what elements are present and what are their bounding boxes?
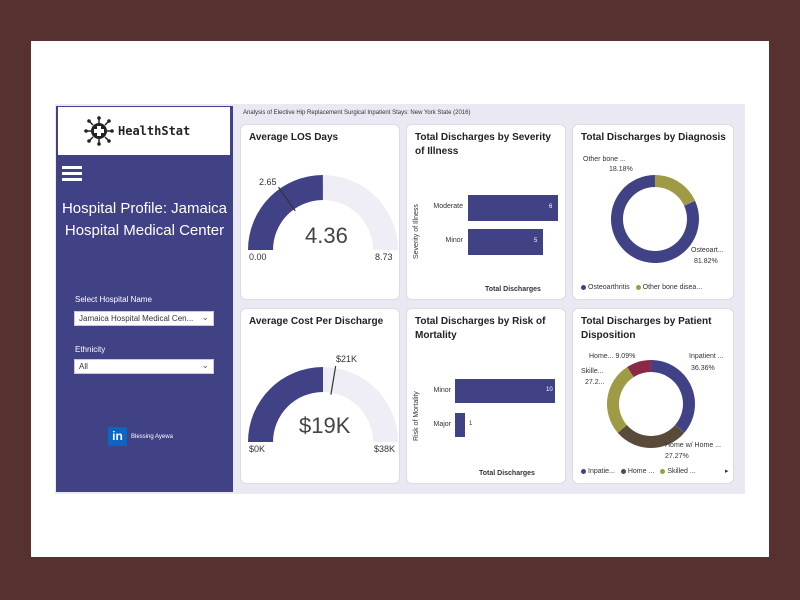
hospital-profile-title: Hospital Profile: Jamaica Hospital Medic… <box>61 200 228 239</box>
pie-slice-pct: 27.2... <box>585 379 605 386</box>
gauge-min-label: $0K <box>249 444 266 454</box>
x-axis-title: Total Discharges <box>485 286 541 293</box>
donut-slice <box>651 360 695 433</box>
card-average-los: Average LOS Days 2.65 4.36 0.00 8.73 <box>240 124 400 300</box>
y-axis-title: Severity of Illness <box>413 204 420 259</box>
pie-slice-label: Inpatient ... <box>689 353 724 360</box>
legend-item[interactable]: Skilled ... <box>660 468 696 475</box>
legend-item[interactable]: Osteoarthritis <box>581 284 630 291</box>
disposition-donut <box>607 360 695 448</box>
healthstat-logo-icon <box>84 116 114 146</box>
card-disposition: Total Discharges by Patient Disposition … <box>572 308 734 484</box>
donut-slice <box>607 367 634 433</box>
pie-slice-pct: 36.36% <box>691 365 715 372</box>
los-gauge <box>248 175 398 250</box>
pie-slice-label: Home... 9.09% <box>589 353 636 360</box>
ethnicity-select-label: Ethnicity <box>75 345 106 354</box>
bar-minor <box>455 379 555 403</box>
logo: HealthStat <box>58 107 230 155</box>
card-average-cost: Average Cost Per Discharge $21K $19K $0K… <box>240 308 400 484</box>
bar-minor <box>468 229 543 255</box>
donut-slice <box>617 424 685 448</box>
card-mortality: Total Discharges by Risk of Mortality Ri… <box>406 308 566 484</box>
gauge-target-label: 2.65 <box>259 177 277 187</box>
logo-text: HealthStat <box>118 124 191 138</box>
gauge-target-marker <box>330 365 337 395</box>
ethnicity-select-value: All <box>79 362 88 371</box>
card-title: Total Discharges by Risk of Mortality <box>415 316 546 341</box>
legend-item[interactable]: Inpatie... <box>581 468 615 475</box>
pie-slice-pct: 27.27% <box>665 453 689 460</box>
cost-gauge <box>248 365 398 442</box>
donut-slice <box>627 360 651 378</box>
card-title: Average Cost Per Discharge <box>249 316 384 327</box>
pie-slice-label: Other bone ... <box>583 156 626 163</box>
diagnosis-donut <box>611 175 699 263</box>
bar-category-label: Major <box>433 421 451 428</box>
legend-next-arrow-icon[interactable]: ▸ <box>725 468 729 475</box>
gauge-value: 4.36 <box>305 223 348 248</box>
bar-category-label: Moderate <box>433 203 463 210</box>
page-heading: Analysis of Elective Hip Replacement Sur… <box>243 110 471 116</box>
chart-legend: Inpatie... Home ... Skilled ... <box>581 468 696 475</box>
gauge-fill <box>248 175 323 250</box>
bar-value-label: 6 <box>549 204 553 210</box>
x-axis-title: Total Discharges <box>479 470 535 477</box>
bar-category-label: Minor <box>433 387 451 394</box>
gauge-target-label: $21K <box>336 354 358 364</box>
pie-slice-pct: 81.82% <box>694 258 718 265</box>
card-severity: Total Discharges by Severity of Illness … <box>406 124 566 300</box>
card-diagnosis: Total Discharges by Diagnosis Other bone… <box>572 124 734 300</box>
hospital-select-value: Jamaica Hospital Medical Cen... <box>79 314 194 323</box>
donut-slice <box>655 175 696 206</box>
gauge-target-marker <box>277 186 296 212</box>
bar-value-label: 10 <box>546 387 553 393</box>
chart-legend: Osteoarthritis Other bone disea... <box>581 284 702 291</box>
bar-moderate <box>468 195 558 221</box>
bar-value-label: 5 <box>534 238 538 244</box>
pie-slice-label: Osteoart... <box>691 247 724 254</box>
bar-category-label: Minor <box>445 237 463 244</box>
linkedin-icon: in <box>108 427 127 446</box>
gauge-fill <box>248 367 323 442</box>
pie-slice-pct: 18.18% <box>609 166 633 173</box>
gauge-max-label: $38K <box>374 444 396 454</box>
legend-item[interactable]: Other bone disea... <box>635 284 702 291</box>
gauge-max-label: 8.73 <box>375 252 393 262</box>
hospital-select[interactable]: Jamaica Hospital Medical Cen... ⌄ <box>74 311 214 326</box>
card-title: Total Discharges by Severity of Illness <box>415 132 551 157</box>
legend-item[interactable]: Home ... <box>620 468 654 475</box>
ethnicity-select[interactable]: All ⌄ <box>74 359 214 374</box>
card-title: Total Discharges by Diagnosis <box>581 132 726 143</box>
hamburger-menu-icon[interactable] <box>62 166 82 182</box>
chevron-down-icon: ⌄ <box>201 312 209 322</box>
author-link[interactable]: in Blessing Ayewa <box>108 427 173 446</box>
bar-value-label: 1 <box>469 421 473 427</box>
gauge-min-label: 0.00 <box>249 252 267 262</box>
sidebar: HealthStat Hospital Profile: Jamaica Hos… <box>56 106 233 492</box>
card-title: Average LOS Days <box>249 132 339 143</box>
gauge-value: $19K <box>299 413 351 438</box>
bar-major <box>455 413 465 437</box>
y-axis-title: Risk of Mortality <box>413 391 420 441</box>
pie-slice-label: Skille... <box>581 368 604 375</box>
pie-slice-label: Home w/ Home ... <box>665 442 722 449</box>
card-title: Total Discharges by Patient Disposition <box>581 316 712 341</box>
chevron-down-icon: ⌄ <box>201 360 209 370</box>
hospital-select-label: Select Hospital Name <box>75 295 152 304</box>
author-name: Blessing Ayewa <box>131 433 173 440</box>
